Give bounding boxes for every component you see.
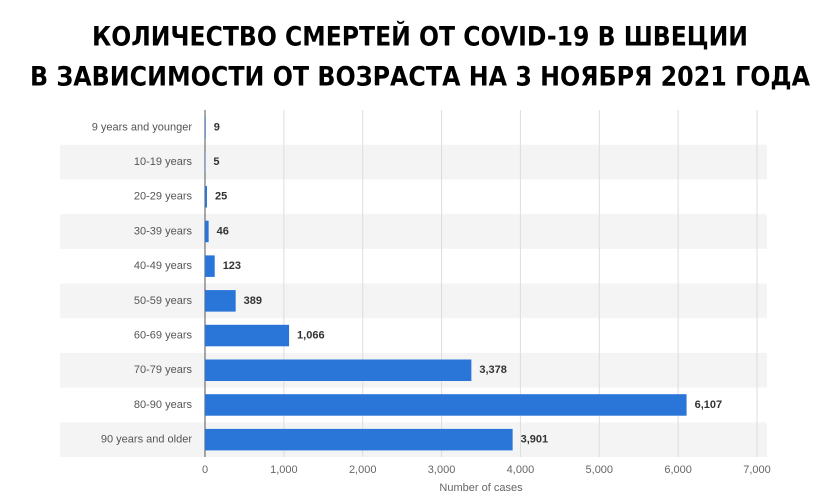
bar bbox=[205, 185, 207, 208]
y-tick-label: 50-59 years bbox=[134, 295, 193, 307]
row-stripe bbox=[60, 283, 767, 319]
bar bbox=[205, 220, 209, 243]
chart-title: В ЗАВИСИМОСТИ ОТ ВОЗРАСТА НА 3 НОЯБРЯ 20… bbox=[30, 62, 810, 93]
value-label: 3,378 bbox=[479, 364, 507, 376]
value-label: 9 bbox=[214, 121, 220, 133]
bar bbox=[205, 116, 206, 139]
y-tick-label: 40-49 years bbox=[134, 260, 193, 272]
y-tick-label: 80-90 years bbox=[134, 399, 193, 411]
y-tick-label: 60-69 years bbox=[134, 329, 193, 341]
value-label: 25 bbox=[215, 191, 227, 203]
value-label: 1,066 bbox=[297, 329, 325, 341]
bar bbox=[205, 394, 687, 416]
value-label: 46 bbox=[217, 225, 229, 237]
bar bbox=[205, 359, 472, 382]
x-tick-label: 1,000 bbox=[270, 464, 298, 476]
x-tick-label: 5,000 bbox=[586, 464, 614, 476]
x-tick-label: 7,000 bbox=[743, 464, 771, 476]
y-tick-label: 30-39 years bbox=[134, 225, 193, 237]
value-label: 123 bbox=[223, 260, 241, 272]
x-axis-title: Number of cases bbox=[439, 482, 523, 494]
bar bbox=[205, 428, 513, 451]
value-label: 3,901 bbox=[521, 434, 549, 446]
x-tick-label: 6,000 bbox=[664, 464, 692, 476]
bar bbox=[205, 255, 215, 277]
value-label: 5 bbox=[213, 156, 219, 168]
bar bbox=[205, 324, 290, 347]
y-tick-label: 9 years and younger bbox=[92, 121, 193, 133]
row-stripe bbox=[60, 214, 767, 249]
x-tick-label: 4,000 bbox=[507, 464, 535, 476]
chart-title: КОЛИЧЕСТВО СМЕРТЕЙ ОТ COVID-19 В ШВЕЦИИ bbox=[92, 21, 748, 53]
x-tick-label: 2,000 bbox=[349, 464, 377, 476]
y-tick-label: 70-79 years bbox=[134, 364, 193, 376]
value-label: 389 bbox=[244, 295, 262, 307]
y-tick-label: 90 years and older bbox=[101, 434, 192, 446]
row-stripe bbox=[60, 144, 767, 180]
bar bbox=[205, 290, 236, 312]
x-tick-label: 3,000 bbox=[428, 464, 456, 476]
x-tick-label: 0 bbox=[202, 464, 208, 476]
value-label: 6,107 bbox=[695, 399, 723, 411]
y-tick-label: 10-19 years bbox=[134, 156, 193, 168]
y-tick-label: 20-29 years bbox=[134, 191, 193, 203]
